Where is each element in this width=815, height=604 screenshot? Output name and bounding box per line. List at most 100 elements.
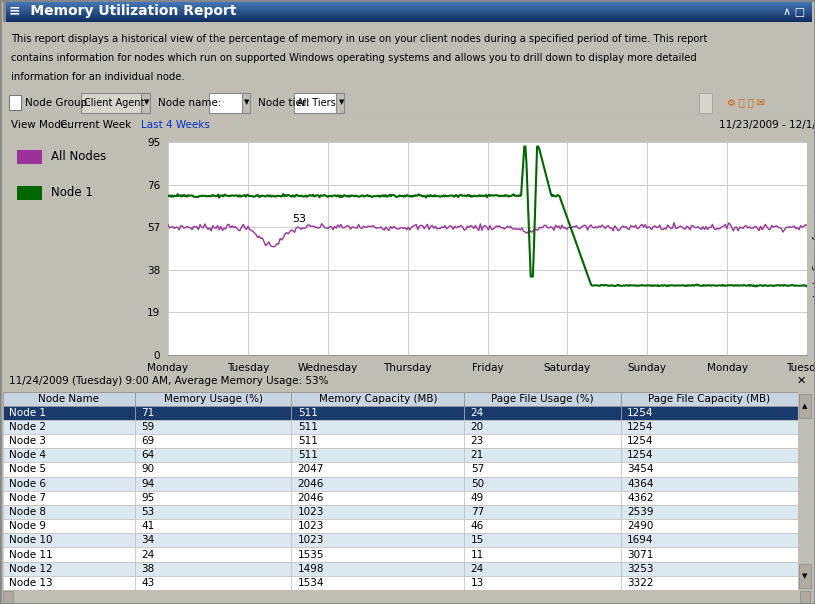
Bar	[3, 562, 134, 576]
Text: Node 2: Node 2	[9, 422, 46, 432]
Text: 24: 24	[141, 550, 154, 559]
Text: 94: 94	[141, 478, 154, 489]
Bar	[17, 185, 42, 200]
Bar	[621, 434, 798, 448]
Text: 1535: 1535	[297, 550, 324, 559]
Text: Last 4 Weeks: Last 4 Weeks	[140, 120, 209, 130]
Text: 11/24/2009 (Tuesday) 9:00 AM, Average Memory Usage: 53%: 11/24/2009 (Tuesday) 9:00 AM, Average Me…	[10, 376, 329, 386]
Text: 1254: 1254	[628, 451, 654, 460]
Text: information for an individual node.: information for an individual node.	[11, 72, 185, 82]
Bar	[621, 490, 798, 505]
Bar	[3, 0, 7, 22]
Bar	[291, 490, 465, 505]
Bar	[134, 519, 291, 533]
Text: ✕: ✕	[797, 376, 806, 386]
Bar	[134, 406, 291, 420]
Bar	[3, 406, 134, 420]
Text: Node Group:: Node Group:	[24, 97, 90, 108]
Text: 3322: 3322	[628, 578, 654, 588]
Text: 3454: 3454	[628, 464, 654, 475]
Text: 41: 41	[141, 521, 154, 531]
Bar	[465, 406, 621, 420]
Bar	[291, 420, 465, 434]
Text: 511: 511	[297, 436, 318, 446]
Bar	[291, 434, 465, 448]
Text: 1023: 1023	[297, 521, 324, 531]
Bar	[465, 519, 621, 533]
Bar	[621, 392, 798, 406]
Bar	[800, 564, 811, 588]
Text: 57: 57	[471, 464, 484, 475]
Bar	[621, 463, 798, 477]
Text: Memory Usage (%): Memory Usage (%)	[164, 394, 262, 404]
Bar	[291, 562, 465, 576]
Text: 53: 53	[141, 507, 154, 517]
Bar	[465, 490, 621, 505]
Bar	[82, 92, 148, 112]
Bar	[291, 533, 465, 547]
Bar	[3, 420, 134, 434]
Bar	[621, 448, 798, 463]
Text: 11: 11	[471, 550, 484, 559]
Text: 95: 95	[141, 493, 154, 503]
Text: Node 10: Node 10	[9, 535, 53, 545]
Text: ▲: ▲	[802, 403, 808, 409]
Bar	[3, 490, 134, 505]
Text: 11/23/2009 - 12/1/2009: 11/23/2009 - 12/1/2009	[719, 120, 815, 130]
Bar	[134, 547, 291, 562]
Text: 2047: 2047	[297, 464, 324, 475]
Bar	[134, 477, 291, 490]
Text: Node 12: Node 12	[9, 564, 53, 574]
Bar	[3, 463, 134, 477]
Text: contains information for nodes which run on supported Windows operating systems : contains information for nodes which run…	[11, 53, 697, 63]
Text: Node 1: Node 1	[51, 186, 93, 199]
Bar	[134, 576, 291, 590]
Bar	[465, 463, 621, 477]
Bar	[291, 477, 465, 490]
Text: ▼: ▼	[244, 100, 249, 106]
Text: 2490: 2490	[628, 521, 654, 531]
Text: Node 6: Node 6	[9, 478, 46, 489]
Bar	[465, 477, 621, 490]
Text: 77: 77	[471, 507, 484, 517]
Text: Node tier:: Node tier:	[258, 97, 310, 108]
Text: Node 1: Node 1	[9, 408, 46, 418]
Bar	[800, 394, 811, 418]
Text: Memory Capacity (MB): Memory Capacity (MB)	[319, 394, 437, 404]
Text: Page File Capacity (MB): Page File Capacity (MB)	[649, 394, 770, 404]
Text: 511: 511	[297, 451, 318, 460]
Bar	[3, 519, 134, 533]
Bar	[209, 92, 245, 112]
Text: 2539: 2539	[628, 507, 654, 517]
Bar	[465, 505, 621, 519]
Text: This report displays a historical view of the percentage of memory in use on you: This report displays a historical view o…	[11, 34, 707, 44]
Text: 1254: 1254	[628, 422, 654, 432]
Bar	[621, 477, 798, 490]
Text: All Nodes: All Nodes	[51, 150, 107, 163]
Text: 1254: 1254	[628, 408, 654, 418]
Bar	[134, 448, 291, 463]
Bar	[134, 505, 291, 519]
Text: 3253: 3253	[628, 564, 654, 574]
Bar	[3, 448, 134, 463]
Text: Node 8: Node 8	[9, 507, 46, 517]
Bar	[465, 420, 621, 434]
Text: 3071: 3071	[628, 550, 654, 559]
Bar	[134, 392, 291, 406]
Bar	[17, 150, 42, 164]
Text: 511: 511	[297, 408, 318, 418]
Bar	[621, 505, 798, 519]
Bar	[291, 547, 465, 562]
Text: 69: 69	[141, 436, 154, 446]
Text: 24: 24	[471, 408, 484, 418]
Text: Current Week: Current Week	[59, 120, 131, 130]
Text: 24: 24	[471, 564, 484, 574]
Y-axis label: Memory Usage (%): Memory Usage (%)	[811, 199, 815, 298]
Text: 1694: 1694	[628, 535, 654, 545]
Bar	[134, 434, 291, 448]
Bar	[621, 576, 798, 590]
Bar	[291, 505, 465, 519]
Text: Node 11: Node 11	[9, 550, 53, 559]
Bar	[134, 420, 291, 434]
Bar	[3, 477, 134, 490]
